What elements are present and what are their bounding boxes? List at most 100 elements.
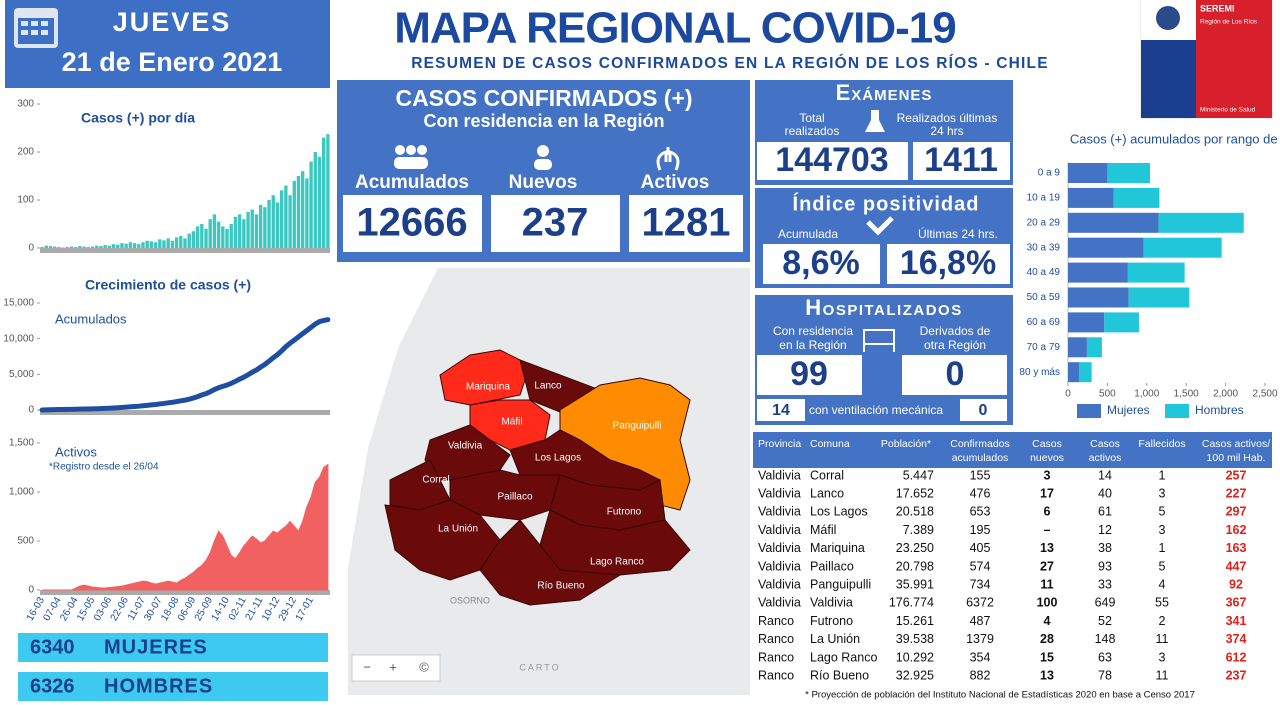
table-cell: La Unión (810, 632, 860, 646)
table-cell: 14 (1098, 468, 1112, 482)
gender-value: 6326 (30, 675, 75, 697)
map-label: La Unión (438, 524, 478, 535)
date: 21 de Enero 2021 (62, 47, 283, 77)
table-cell: 155 (970, 468, 991, 482)
bar (1068, 312, 1105, 333)
bar (107, 245, 112, 248)
map-label: Paillaco (497, 492, 532, 503)
bar (313, 152, 317, 248)
gender-label: MUJERES (104, 636, 208, 658)
bar (204, 228, 208, 248)
bar (149, 241, 154, 248)
stat-value: 237 (522, 201, 589, 245)
y-tick-label: 0 a 9 (1038, 168, 1061, 179)
table-cell: 63 (1098, 650, 1112, 664)
table-cell: Lago Ranco (810, 650, 877, 664)
bar (1068, 362, 1080, 383)
table-cell: Ranco (758, 632, 794, 646)
table-header: acumulados (952, 452, 1009, 464)
bar (271, 195, 275, 248)
table-cell: – (1044, 523, 1051, 537)
bar (40, 247, 44, 248)
y-tick-label: 30 a 39 (1027, 242, 1061, 253)
bar (120, 243, 124, 248)
bar (1068, 262, 1128, 283)
y-tick-label: 0 (28, 243, 34, 254)
bar (208, 219, 212, 248)
y-tick-label: 10 a 19 (1027, 193, 1061, 204)
table-cell: 374 (1226, 632, 1247, 646)
table-cell: 227 (1226, 486, 1247, 500)
bar (309, 161, 313, 248)
table-cell: 3 (1044, 468, 1051, 482)
bar (200, 224, 204, 248)
bar (1079, 362, 1092, 383)
stat-label: realizados (785, 124, 840, 138)
bar (317, 156, 322, 248)
x-tick-label: 2,000 (1213, 389, 1238, 400)
table-cell: Mariquina (810, 541, 865, 555)
table-cell: 78 (1098, 668, 1112, 682)
table-cell: Valdivia (758, 559, 801, 573)
bar (322, 137, 326, 248)
box-title: Hospitalizados (805, 295, 962, 320)
bar (296, 176, 301, 248)
map (338, 268, 691, 695)
stat-label: Últimas 24 hrs. (918, 226, 998, 241)
bar (191, 231, 196, 248)
y-tick-label: 100 (17, 195, 34, 206)
table-cell: Los Lagos (810, 505, 868, 519)
table-cell: Panguipulli (810, 577, 871, 591)
bar (124, 243, 128, 248)
table-cell: 17 (1040, 486, 1054, 500)
map-label: Mariquina (466, 382, 510, 393)
logo-text: SEREMI (1200, 3, 1235, 13)
stat-label: otra Región (924, 338, 986, 352)
table-cell: 7.389 (903, 523, 934, 537)
chart-title: Casos (+) por día (81, 110, 195, 126)
legend-swatch (1165, 404, 1189, 418)
y-tick-label: 80 y más (1019, 367, 1060, 378)
y-tick-label: 50 a 59 (1027, 292, 1061, 303)
stat-label: Realizados últimas (897, 111, 998, 125)
table-cell: Valdivia (758, 596, 801, 610)
table-cell: 20.518 (896, 505, 934, 519)
x-tick-label: 2,500 (1252, 389, 1277, 400)
table-cell: 61 (1098, 505, 1112, 519)
y-tick-label: 0 (28, 585, 34, 596)
stat-value: 8,6% (782, 244, 860, 282)
table-cell: 4 (1044, 614, 1051, 628)
y-tick-label: 1,500 (9, 438, 34, 449)
table-cell: 20.798 (896, 559, 934, 573)
bar (74, 247, 78, 248)
logo-text: Ministerio de Salud (1200, 107, 1256, 114)
bar (116, 244, 120, 248)
bar (267, 200, 271, 248)
x-tick-label: 0 (1065, 389, 1071, 400)
bar (301, 171, 305, 248)
gender-bar (18, 672, 328, 701)
stat-label: Total (799, 111, 824, 125)
bar (242, 219, 246, 248)
y-tick-label: 15,000 (3, 298, 34, 309)
table-header: Comuna (810, 438, 850, 450)
bar (221, 226, 225, 248)
table-header: Casos (1032, 438, 1062, 450)
gender-label: HOMBRES (104, 675, 213, 697)
bar (103, 245, 107, 248)
x-tick-label: 1,500 (1174, 389, 1199, 400)
stat-label: Activos (641, 172, 710, 193)
legend-swatch (1077, 404, 1101, 418)
bar (187, 233, 191, 248)
logo-red (1196, 0, 1272, 118)
bar (279, 190, 284, 248)
y-tick-label: 10,000 (3, 333, 34, 344)
stat-label: Nuevos (509, 172, 578, 193)
table-cell: Máfil (810, 523, 836, 537)
stat-value: 0 (979, 402, 988, 419)
bar (153, 242, 158, 248)
table-cell: 28 (1040, 632, 1054, 646)
y-tick-label: 300 (17, 99, 34, 110)
stat-label: en la Región (779, 338, 846, 352)
stat-label: Acumulados (355, 172, 469, 193)
